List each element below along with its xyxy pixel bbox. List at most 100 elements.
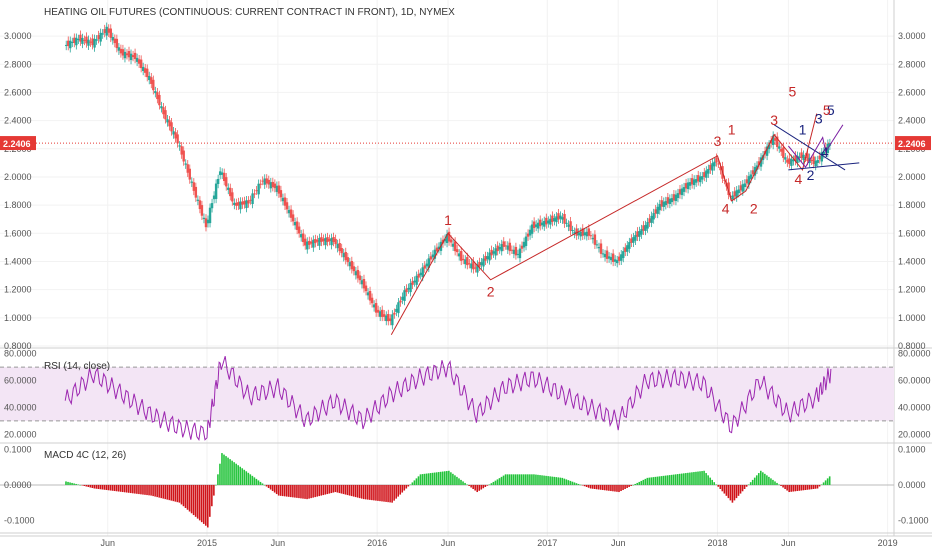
- macd-bar: [109, 484, 112, 491]
- macd-bar: [747, 484, 750, 485]
- macd-bar: [668, 475, 671, 485]
- candle-body: [810, 160, 813, 162]
- macd-bar: [65, 481, 67, 485]
- candle-body: [522, 241, 526, 248]
- candle-body: [324, 237, 327, 246]
- macd-bar: [113, 484, 116, 492]
- macd-bar: [480, 484, 483, 490]
- candle-body: [796, 155, 799, 163]
- macd-bar: [358, 484, 361, 499]
- macd-bar: [713, 482, 716, 485]
- macd-bar: [806, 484, 809, 490]
- price-tick-right: 1.0000: [898, 313, 926, 323]
- candle-body: [285, 202, 289, 210]
- rsi-tick-right: 20.0000: [898, 429, 931, 439]
- candle-body: [798, 156, 801, 159]
- macd-bar: [606, 484, 608, 491]
- macd-bar: [573, 482, 576, 485]
- macd-bar: [198, 484, 201, 521]
- candle-body: [672, 194, 676, 201]
- candle-body: [701, 176, 704, 180]
- candle-body: [231, 192, 234, 202]
- candle-body: [316, 239, 319, 242]
- candle-body: [346, 257, 349, 263]
- candle-body: [755, 165, 759, 170]
- macd-bar: [158, 484, 160, 498]
- macd-bar: [630, 484, 632, 486]
- macd-bar: [800, 484, 803, 491]
- candle-body: [411, 281, 414, 285]
- rsi-tick-right: 40.0000: [898, 402, 931, 412]
- macd-bar: [510, 474, 513, 485]
- candle-body: [397, 302, 400, 314]
- candle-body: [715, 157, 718, 163]
- macd-bar: [601, 484, 604, 491]
- candle-body: [613, 259, 617, 262]
- macd-bar: [810, 484, 813, 490]
- candle-body: [543, 220, 546, 227]
- macd-bar: [525, 474, 527, 485]
- macd-bar: [221, 453, 223, 485]
- macd-bar: [537, 474, 539, 485]
- price-tick-left: 1.0000: [4, 313, 32, 323]
- macd-bar: [721, 484, 724, 492]
- macd-bar: [204, 484, 207, 526]
- macd-bar: [243, 469, 246, 485]
- macd-bar: [460, 479, 462, 485]
- candle-body: [601, 253, 605, 255]
- macd-bar: [654, 476, 657, 485]
- macd-bar: [545, 475, 547, 485]
- candle-body: [103, 29, 106, 34]
- x-tick-label: 2015: [197, 538, 217, 548]
- candle-body: [674, 194, 678, 202]
- macd-bar: [597, 484, 600, 490]
- macd-bar: [695, 471, 697, 485]
- candle-body: [429, 256, 433, 260]
- macd-bar: [753, 477, 756, 485]
- macd-bar: [431, 472, 434, 485]
- candle-body: [150, 77, 153, 84]
- macd-bar: [595, 484, 598, 490]
- candle-body: [470, 263, 473, 269]
- macd-bar: [383, 484, 385, 502]
- macd-bar: [186, 484, 189, 510]
- macd-bar: [342, 484, 345, 495]
- candle-body: [229, 187, 232, 197]
- candle-body: [500, 244, 503, 252]
- macd-bar: [332, 484, 335, 493]
- candle-body: [318, 237, 321, 246]
- macd-bar: [462, 481, 464, 485]
- x-tick-label: Jun: [100, 538, 115, 548]
- candle-body: [788, 158, 791, 165]
- macd-bar: [123, 484, 126, 493]
- candle-body: [640, 229, 643, 235]
- macd-bar: [107, 484, 110, 491]
- macd-bar: [745, 484, 748, 487]
- candle-body: [447, 231, 451, 242]
- candle-body: [83, 39, 86, 41]
- candle-body: [705, 170, 708, 178]
- macd-bar: [496, 479, 499, 485]
- macd-bar: [127, 484, 130, 493]
- candle-body: [362, 278, 366, 289]
- candle-body: [216, 178, 220, 185]
- candle-body: [534, 224, 538, 227]
- macd-bar: [814, 484, 817, 489]
- macd-bar: [156, 484, 158, 498]
- candle-body: [749, 174, 753, 179]
- candle-body: [620, 254, 623, 261]
- candle-body: [146, 68, 149, 78]
- candle-body: [694, 179, 698, 183]
- candle-body: [385, 315, 388, 322]
- macd-bar: [776, 482, 778, 485]
- candle-body: [314, 239, 317, 244]
- macd-bar: [190, 484, 193, 514]
- candle-body: [670, 198, 674, 203]
- candle-body: [816, 160, 819, 163]
- macd-bar: [119, 484, 122, 492]
- macd-bar: [448, 470, 450, 485]
- macd-bar: [674, 474, 677, 485]
- candle-body: [79, 34, 82, 42]
- candle-body: [453, 241, 457, 252]
- price-tick-left: 2.0000: [4, 172, 32, 182]
